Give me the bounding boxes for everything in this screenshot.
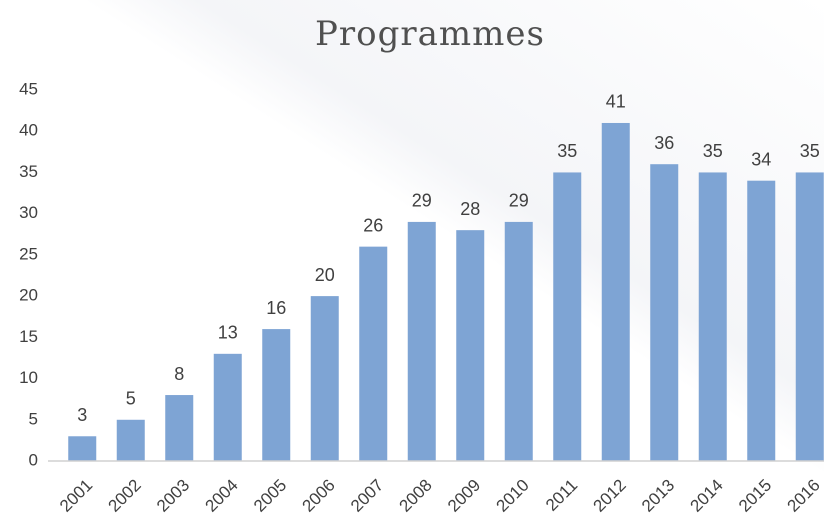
bar [795, 172, 824, 461]
data-label: 35 [800, 141, 820, 161]
bar [165, 395, 194, 461]
bar [262, 329, 291, 461]
bar [116, 419, 145, 461]
bar [407, 221, 436, 461]
y-tick-label: 20 [19, 286, 38, 305]
data-label: 35 [703, 141, 723, 161]
data-label: 13 [218, 323, 238, 343]
data-label: 35 [557, 141, 577, 161]
bar [650, 164, 679, 461]
data-label: 8 [174, 364, 184, 384]
y-tick-label: 10 [19, 368, 38, 387]
y-tick-label: 15 [19, 327, 38, 346]
data-label: 29 [509, 191, 529, 211]
bar [601, 122, 630, 461]
bar [213, 353, 242, 461]
data-label: 20 [315, 265, 335, 285]
data-label: 5 [126, 389, 136, 409]
y-tick-label: 35 [19, 162, 38, 181]
bar [456, 230, 485, 461]
data-label: 3 [77, 405, 87, 425]
data-label: 29 [412, 191, 432, 211]
bar [698, 172, 727, 461]
data-label: 16 [266, 298, 286, 318]
data-label: 36 [654, 133, 674, 153]
bar [504, 221, 533, 461]
data-label: 34 [751, 149, 771, 169]
chart-title: Programmes [315, 14, 545, 54]
data-label: 26 [363, 215, 383, 235]
y-tick-label: 45 [19, 79, 38, 98]
bar [747, 180, 776, 461]
y-tick-label: 5 [29, 409, 38, 428]
bar [359, 246, 388, 461]
bar [310, 296, 339, 461]
bar [553, 172, 582, 461]
y-tick-label: 30 [19, 203, 38, 222]
y-tick-label: 25 [19, 244, 38, 263]
bar [68, 436, 97, 461]
data-label: 28 [460, 199, 480, 219]
data-label: 41 [606, 92, 626, 112]
y-tick-label: 40 [19, 121, 38, 140]
y-tick-label: 0 [29, 450, 38, 469]
